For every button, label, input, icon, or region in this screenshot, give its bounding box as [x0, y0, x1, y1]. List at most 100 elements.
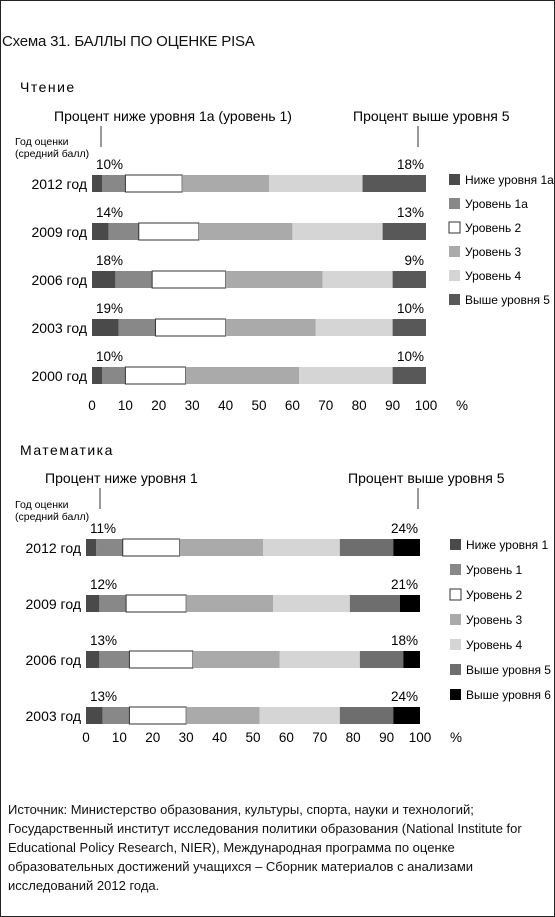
bar-segment: [362, 175, 426, 192]
bar-segment: [102, 367, 126, 384]
x-tick-label: 100: [415, 398, 438, 413]
right-annotation: Процент выше уровня 5: [348, 470, 505, 486]
legend-swatch: [449, 246, 460, 257]
bar-segment: [138, 222, 200, 241]
bar-segment: [392, 319, 426, 336]
category-label: 2012 год: [32, 176, 87, 192]
right-percent-label: 18%: [397, 157, 424, 172]
bar-segment: [225, 271, 323, 288]
bar-segment: [393, 539, 420, 556]
x-tick-label: 50: [245, 730, 260, 745]
x-tick-label: 60: [279, 730, 294, 745]
figure-title: Схема 31. БАЛЛЫ ПО ОЦЕНКЕ PISA: [2, 33, 255, 50]
x-tick-label: 50: [251, 398, 266, 413]
y-axis-label-line: (средний балл): [15, 148, 89, 160]
bar-segment: [99, 595, 127, 612]
x-tick-label: 90: [379, 730, 394, 745]
bar-segment: [99, 651, 130, 668]
bar-segment: [86, 651, 100, 668]
bar-segment: [399, 595, 420, 612]
bar-segment: [186, 707, 260, 724]
bar-segment: [124, 366, 187, 385]
x-tick-label: 90: [385, 398, 400, 413]
legend-swatch: [450, 539, 461, 550]
bar-segment: [122, 538, 181, 557]
bar-segment: [359, 651, 404, 668]
bar-segment: [269, 175, 363, 192]
left-percent-label: 12%: [90, 577, 117, 592]
bar-segment: [92, 223, 109, 240]
bar-segment: [102, 175, 126, 192]
bar-segment: [179, 539, 264, 556]
bar-segment: [382, 223, 426, 240]
left-percent-label: 14%: [96, 205, 123, 220]
right-percent-label: 18%: [391, 633, 418, 648]
left-percent-label: 11%: [90, 521, 116, 536]
x-axis-unit: %: [456, 398, 468, 413]
legend-label: Выше уровня 5: [465, 293, 550, 307]
category-label: 2012 год: [26, 540, 81, 556]
legend-label: Уровень 2: [465, 221, 522, 235]
category-label: 2009 год: [26, 596, 81, 612]
bar-segment: [92, 367, 103, 384]
legend-label: Выше уровня 6: [466, 688, 551, 702]
right-percent-label: 13%: [397, 205, 424, 220]
section-title: Чтение: [20, 79, 76, 95]
bar-segment: [86, 595, 100, 612]
bar-segment: [263, 539, 340, 556]
legend-swatch: [450, 564, 461, 575]
bar-segment: [92, 319, 119, 336]
x-tick-label: 0: [82, 730, 90, 745]
bar-segment: [86, 539, 97, 556]
bar-segment: [182, 175, 270, 192]
left-annotation: Процент ниже уровня 1а (уровень 1): [54, 108, 292, 124]
y-axis-label-line: Год оценки: [15, 136, 69, 148]
bar-segment: [185, 367, 300, 384]
x-tick-label: 70: [318, 398, 333, 413]
bar-segment: [118, 319, 156, 336]
category-label: 2006 год: [26, 652, 81, 668]
source-note: Источник: Министерство образования, куль…: [8, 802, 522, 893]
bar-segment: [92, 271, 116, 288]
x-axis-unit: %: [450, 730, 462, 745]
category-label: 2003 год: [32, 320, 87, 336]
x-tick-label: 80: [352, 398, 367, 413]
bar-segment: [322, 271, 393, 288]
x-tick-label: 100: [409, 730, 432, 745]
section-title: Математика: [20, 442, 114, 458]
y-axis-label-line: Год оценки: [15, 499, 69, 511]
x-tick-label: 20: [145, 730, 160, 745]
bar-segment: [393, 707, 420, 724]
reading-chart: Чтение Процент ниже уровня 1а (уровень 1)…: [15, 79, 554, 413]
bar-segment: [403, 651, 420, 668]
x-tick-label: 30: [179, 730, 194, 745]
bar-segment: [92, 175, 103, 192]
left-percent-label: 10%: [96, 349, 123, 364]
category-label: 2003 год: [26, 708, 81, 724]
legend-swatch: [449, 198, 460, 209]
legend-swatch: [449, 588, 462, 601]
bar-segment: [192, 651, 280, 668]
bar-segment: [259, 707, 340, 724]
bar-segment: [225, 319, 316, 336]
right-percent-label: 24%: [391, 689, 418, 704]
right-percent-label: 24%: [391, 521, 418, 536]
right-percent-label: 9%: [404, 253, 424, 268]
legend-label: Уровень 1а: [465, 197, 528, 211]
bar-segment: [128, 650, 194, 669]
legend-label: Уровень 4: [465, 269, 522, 283]
left-percent-label: 18%: [96, 253, 123, 268]
bar-segment: [124, 174, 183, 193]
bar-segment: [125, 594, 187, 613]
bar-segment: [151, 270, 227, 289]
legend-swatch: [449, 174, 460, 185]
legend-label: Ниже уровня 1а: [465, 173, 554, 187]
legend-swatch: [448, 221, 461, 234]
bar-segment: [186, 595, 274, 612]
x-tick-label: 0: [88, 398, 96, 413]
bar-segment: [392, 271, 426, 288]
x-tick-label: 40: [218, 398, 233, 413]
x-tick-label: 40: [212, 730, 227, 745]
bar-segment: [154, 318, 227, 337]
bar-segment: [115, 271, 153, 288]
